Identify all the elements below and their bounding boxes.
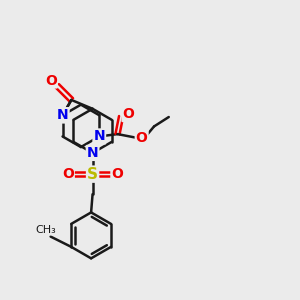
Text: O: O <box>111 167 123 181</box>
Text: CH₃: CH₃ <box>36 225 57 235</box>
Text: N: N <box>87 146 98 160</box>
Text: O: O <box>136 130 148 145</box>
Text: N: N <box>57 108 68 122</box>
Text: O: O <box>45 74 57 88</box>
Text: O: O <box>62 167 74 181</box>
Text: O: O <box>122 107 134 121</box>
Text: S: S <box>87 167 98 182</box>
Text: N: N <box>94 130 105 143</box>
Text: N: N <box>57 108 68 122</box>
